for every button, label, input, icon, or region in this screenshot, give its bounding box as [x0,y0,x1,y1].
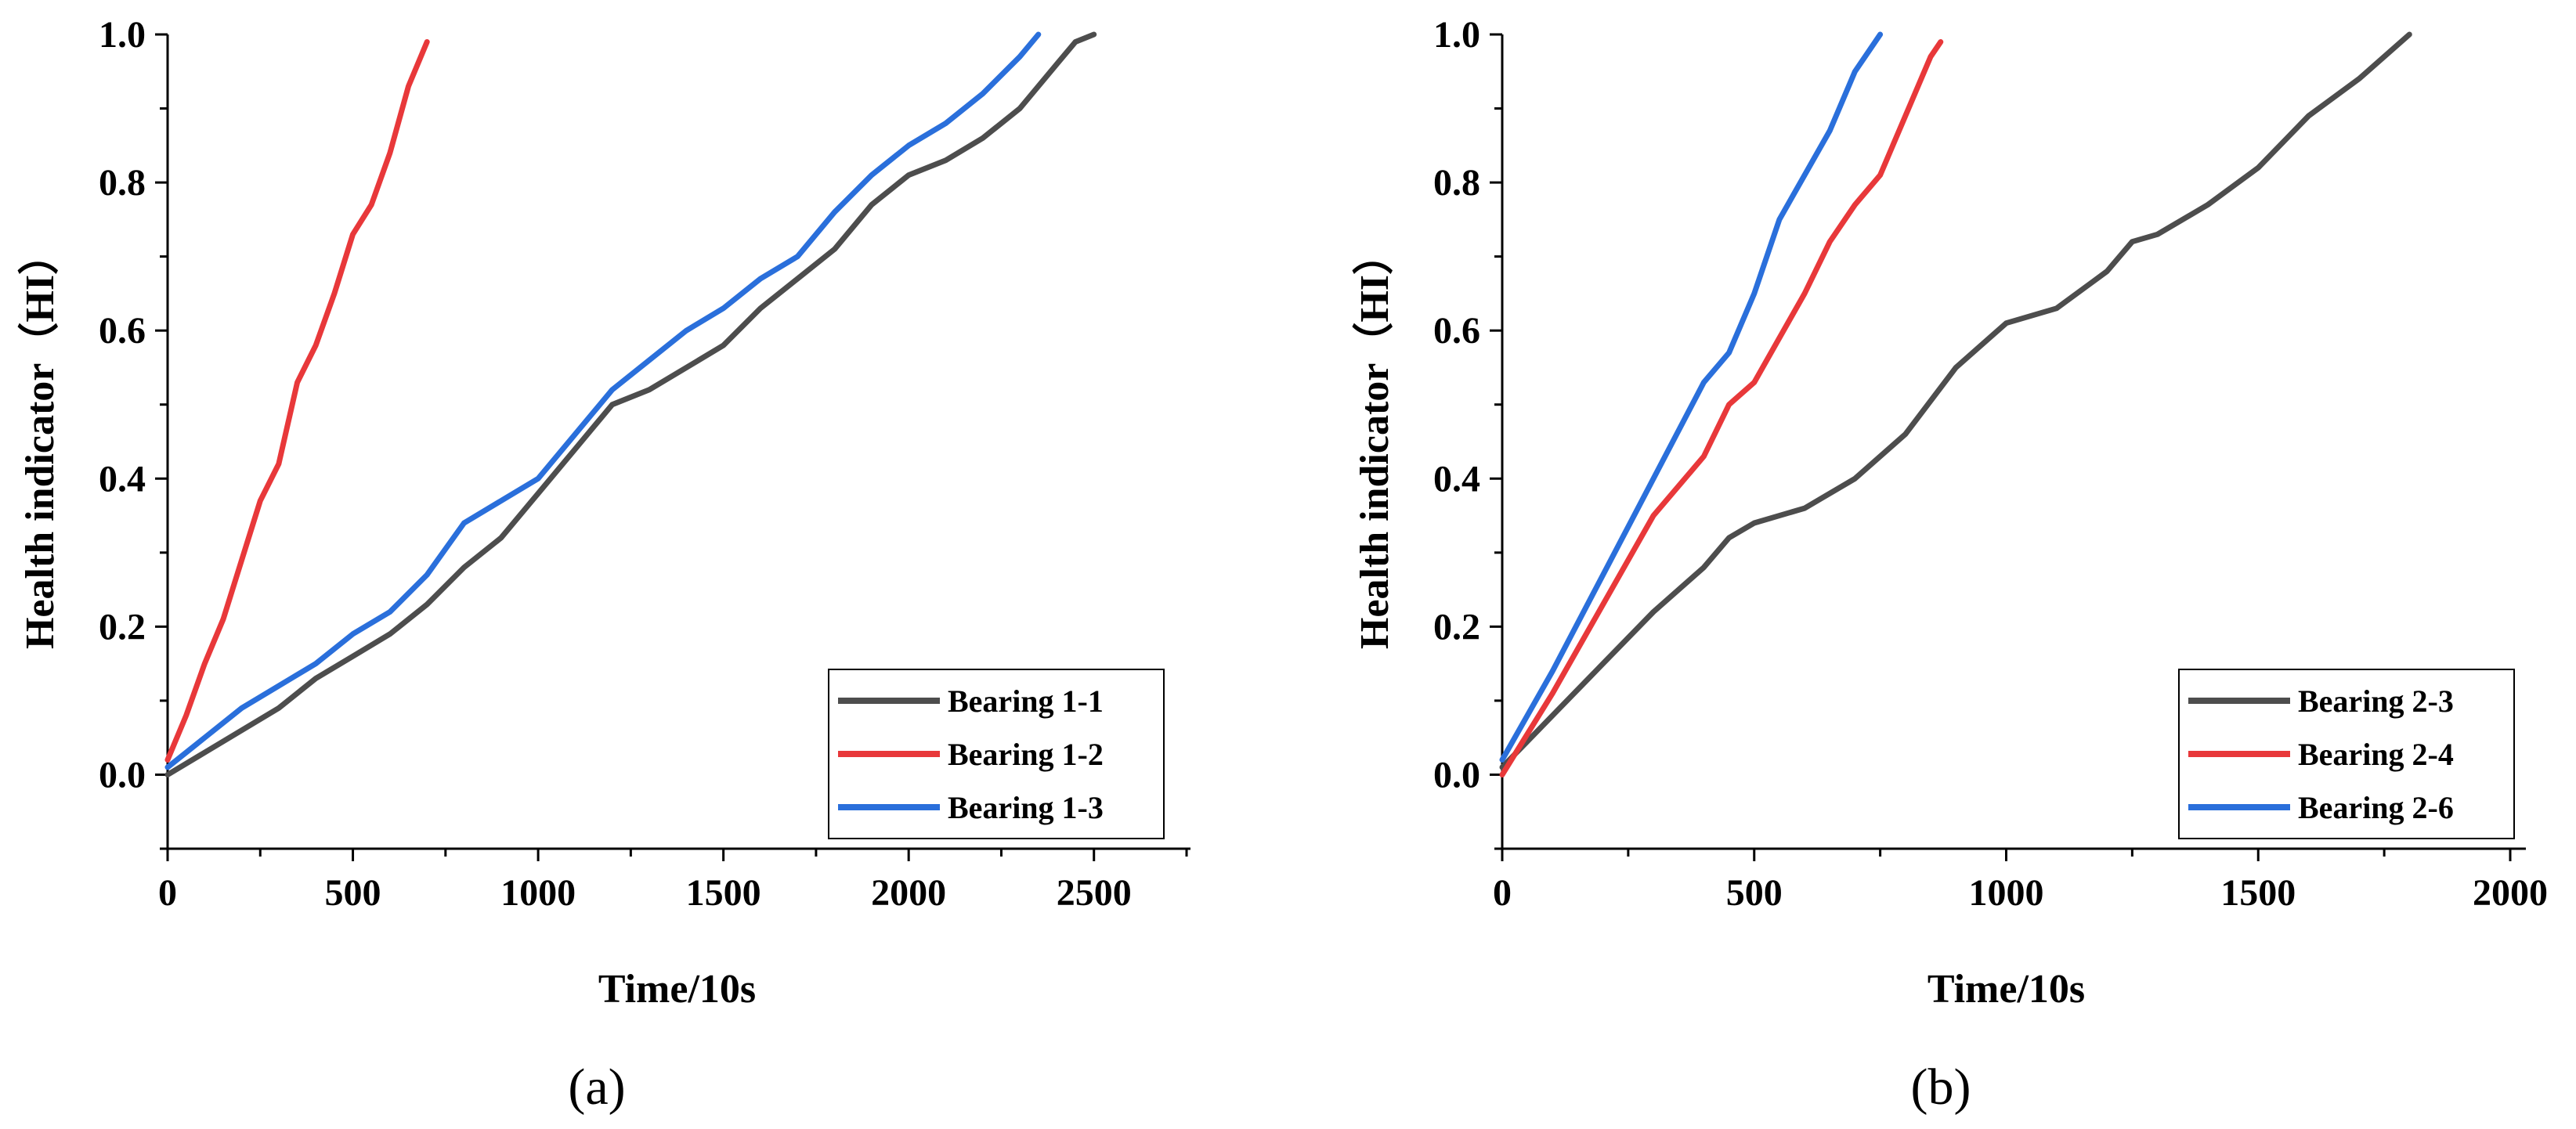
x-axis-title: Time/10s [598,967,756,1012]
x-tick-label: 1500 [686,872,761,914]
legend: Bearing 2-3 Bearing 2-4 Bearing 2-6 [2178,669,2515,839]
panel-label: (b) [1911,1059,1971,1116]
x-tick-label: 500 [325,872,381,914]
y-tick-label: 0.2 [1433,606,1480,647]
y-tick-label: 0.4 [1433,458,1480,500]
x-tick-label: 2500 [1057,872,1132,914]
series-line-bearing-1-2 [164,39,430,763]
x-tick-label: 0 [1493,872,1512,914]
legend-label-bearing-2-4: Bearing 2-4 [2298,737,2454,772]
y-axis-title: Health indicator（HI） [17,234,63,649]
chart-panel-a: 0 500 1000 1500 2000 2500 0.0 0.2 0.4 0.6 0.8 1.0 Ti… [17,14,1190,1116]
x-tick-label: 1500 [2220,872,2296,914]
x-tick-label: 500 [1726,872,1783,914]
legend-label-bearing-1-3: Bearing 1-3 [948,790,1104,825]
series-line-bearing-2-3 [1499,31,2412,770]
legend: Bearing 1-1 Bearing 1-2 Bearing 1-3 [828,669,1165,839]
legend-label-bearing-1-2: Bearing 1-2 [948,737,1104,772]
y-tick-label: 0.0 [1433,754,1480,795]
x-tick-label: 2000 [871,872,946,914]
legend-label-bearing-2-3: Bearing 2-3 [2298,684,2454,719]
legend-label-bearing-2-6: Bearing 2-6 [2298,790,2454,825]
x-tick-label: 1000 [500,872,576,914]
chart-panel-b: 0 500 1000 1500 2000 0.0 0.2 0.4 0.6 0.8 1.0 Time/1… [1352,14,2548,1116]
y-tick-label: 0.6 [99,310,146,352]
series-line-bearing-2-4 [1499,39,1944,777]
x-tick-label: 1000 [1969,872,2044,914]
y-tick-label: 0.6 [1433,310,1480,352]
y-tick-label: 1.0 [99,14,146,56]
y-axis-title: Health indicator（HI） [1352,234,1397,649]
series-line-bearing-2-6 [1499,31,1884,763]
x-axis-title: Time/10s [1927,967,2085,1012]
y-tick-label: 0.2 [99,606,146,647]
series-line-bearing-1-1 [164,31,1097,777]
y-tick-label: 0.8 [1433,162,1480,204]
y-tick-label: 0.4 [99,458,146,500]
x-tick-label: 0 [158,872,177,914]
y-tick-label: 0.8 [99,162,146,204]
series-line-bearing-1-3 [164,31,1042,770]
panel-label: (a) [568,1059,625,1116]
y-tick-label: 0.0 [99,754,146,795]
y-tick-label: 1.0 [1433,14,1480,56]
legend-label-bearing-1-1: Bearing 1-1 [948,684,1104,719]
x-tick-label: 2000 [2473,872,2548,914]
